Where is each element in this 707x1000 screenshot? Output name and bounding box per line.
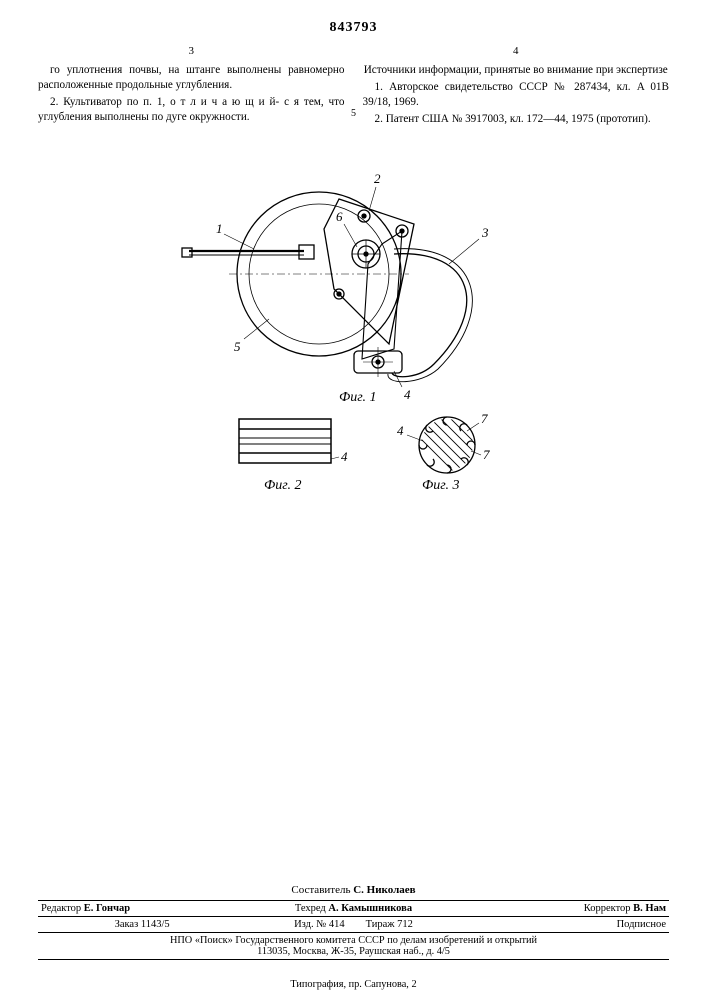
left-para-2: 2. Культиватор по п. 1, о т л и ч а ю щ … bbox=[38, 95, 345, 125]
fig1-label: Фиг. 1 bbox=[339, 390, 377, 405]
callout-6: 6 bbox=[336, 209, 343, 224]
techred-label: Техред bbox=[295, 903, 326, 914]
org-line-2: 113035, Москва, Ж-35, Раушская наб., д. … bbox=[38, 946, 669, 957]
callout-4: 4 bbox=[404, 387, 411, 402]
fig3-callout-4: 4 bbox=[397, 423, 404, 438]
izd: Изд. № 414 bbox=[294, 919, 345, 930]
callout-3: 3 bbox=[481, 225, 489, 240]
composer-label: Составитель bbox=[291, 884, 350, 896]
footer: Составитель С. Николаев Редактор Е. Гонч… bbox=[38, 884, 669, 960]
fig3-callout-7a: 7 bbox=[481, 411, 488, 426]
corrector-name: В. Нам bbox=[633, 903, 666, 914]
subscription: Подписное bbox=[461, 917, 669, 933]
callout-2: 2 bbox=[374, 171, 381, 186]
fig2-callout-4: 4 bbox=[341, 449, 348, 464]
column-number-left: 3 bbox=[38, 44, 345, 59]
techred-name: А. Камышникова bbox=[328, 903, 412, 914]
figures-block: 1 2 3 4 5 6 Фиг. 1 4 bbox=[38, 159, 669, 519]
fig3-callout-7b: 7 bbox=[483, 447, 490, 462]
patent-number: 843793 bbox=[38, 20, 669, 36]
org-line-1: НПО «Поиск» Государственного комитета СС… bbox=[38, 935, 669, 946]
printer-line: Типография, пр. Сапунова, 2 bbox=[0, 979, 707, 990]
editor-label: Редактор bbox=[41, 903, 81, 914]
line-number-5: 5 bbox=[351, 108, 356, 119]
column-right: 4 Источники информации, принятые во вним… bbox=[363, 44, 670, 129]
fig3-label: Фиг. 3 bbox=[422, 478, 460, 493]
callout-5: 5 bbox=[234, 339, 241, 354]
callout-1: 1 bbox=[216, 221, 223, 236]
corrector-label: Корректор bbox=[584, 903, 631, 914]
composer-line: Составитель С. Николаев bbox=[38, 884, 669, 896]
figures-svg: 1 2 3 4 5 6 Фиг. 1 4 bbox=[164, 159, 544, 519]
tirazh: Тираж 712 bbox=[366, 919, 413, 930]
right-item-1: 1. Авторское свидетельство СССР № 287434… bbox=[363, 80, 670, 110]
left-para-1: го уплотнения почвы, на штанге выполнены… bbox=[38, 63, 345, 93]
fig2-label: Фиг. 2 bbox=[264, 478, 302, 493]
right-heading: Источники информации, принятые во вниман… bbox=[363, 63, 670, 78]
column-left: 3 го уплотнения почвы, на штанге выполне… bbox=[38, 44, 345, 129]
editor-name: Е. Гончар bbox=[84, 903, 130, 914]
org-block: НПО «Поиск» Государственного комитета СС… bbox=[38, 933, 669, 960]
right-item-2: 2. Патент США № 3917003, кл. 172—44, 197… bbox=[363, 112, 670, 127]
composer-name: С. Николаев bbox=[353, 884, 415, 896]
column-number-right: 4 bbox=[363, 44, 670, 59]
order: Заказ 1143/5 bbox=[38, 917, 246, 933]
footer-table: Редактор Е. Гончар Техред А. Камышникова… bbox=[38, 900, 669, 933]
